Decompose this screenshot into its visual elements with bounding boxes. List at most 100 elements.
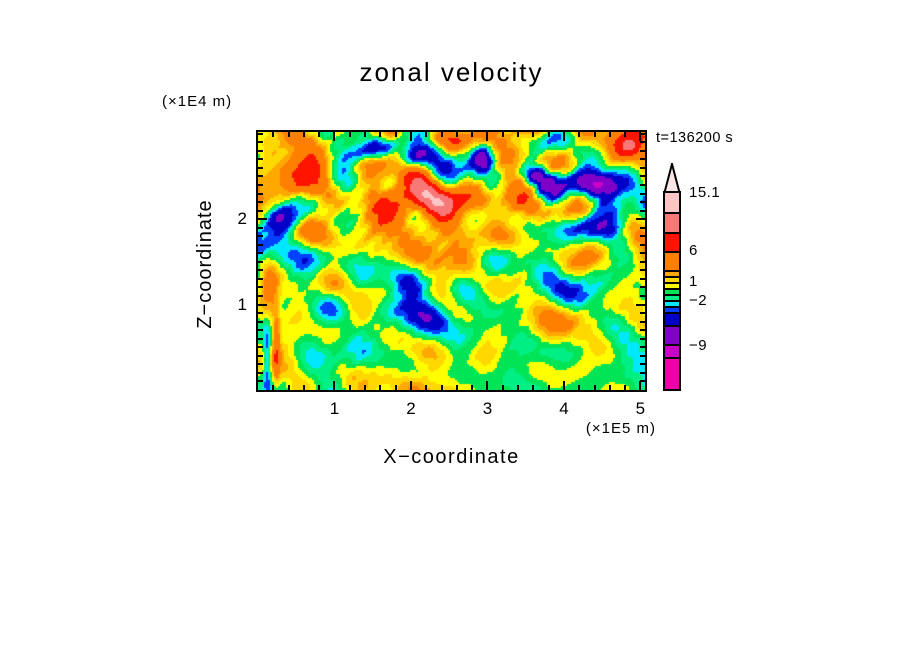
z-minor-tick xyxy=(640,243,645,246)
z-minor-tick xyxy=(258,132,263,135)
z-minor-tick xyxy=(258,260,263,263)
z-minor-tick xyxy=(640,312,645,315)
z-minor-tick xyxy=(640,329,645,332)
z-minor-tick xyxy=(258,226,263,229)
x-minor-tick xyxy=(624,385,627,390)
colorbar-segment xyxy=(665,288,679,294)
z-major-tick xyxy=(636,303,645,306)
colorbar-tick-label: −2 xyxy=(689,292,708,310)
z-minor-tick xyxy=(258,286,263,289)
x-major-tick xyxy=(409,132,412,141)
colorbar-segment xyxy=(665,312,679,325)
z-minor-tick xyxy=(640,286,645,289)
z-minor-tick xyxy=(640,192,645,195)
x-axis-title: X−coordinate xyxy=(383,446,520,468)
z-minor-tick xyxy=(258,312,263,315)
x-minor-tick xyxy=(394,385,397,390)
colorbar-bar xyxy=(663,191,681,391)
z-minor-tick xyxy=(640,226,645,229)
z-minor-tick xyxy=(258,252,263,255)
z-minor-tick xyxy=(258,166,263,169)
x-minor-tick xyxy=(348,385,351,390)
time-label: t=136200 s xyxy=(656,130,734,146)
x-minor-tick xyxy=(547,132,550,137)
z-minor-tick xyxy=(258,371,263,374)
x-minor-tick xyxy=(440,132,443,137)
x-minor-tick xyxy=(624,132,627,137)
z-minor-tick xyxy=(640,295,645,298)
z-minor-tick xyxy=(258,175,263,178)
z-minor-tick xyxy=(640,158,645,161)
z-minor-tick xyxy=(258,183,263,186)
colorbar-tick-label: −9 xyxy=(689,336,708,354)
colorbar-segment xyxy=(665,276,679,282)
plot-area xyxy=(256,130,647,392)
x-minor-tick xyxy=(287,385,290,390)
x-major-tick xyxy=(333,381,336,390)
x-major-tick xyxy=(333,132,336,141)
z-minor-tick xyxy=(258,363,263,366)
contour-canvas xyxy=(258,132,645,390)
x-tick-label: 5 xyxy=(635,399,646,418)
z-minor-tick xyxy=(640,260,645,263)
z-minor-tick xyxy=(640,209,645,212)
x-major-tick xyxy=(486,381,489,390)
z-tick-label: 1 xyxy=(237,294,247,314)
z-minor-tick xyxy=(258,346,263,349)
x-minor-tick xyxy=(501,132,504,137)
z-minor-tick xyxy=(640,371,645,374)
colorbar-tick-label: 15.1 xyxy=(689,184,721,201)
plot-title: zonal velocity xyxy=(359,57,544,87)
x-minor-tick xyxy=(455,385,458,390)
x-tick-label: 1 xyxy=(329,399,340,418)
z-minor-tick xyxy=(258,329,263,332)
z-minor-tick xyxy=(258,320,263,323)
x-minor-tick xyxy=(501,385,504,390)
x-major-tick xyxy=(409,381,412,390)
x-minor-tick xyxy=(517,132,520,137)
z-minor-tick xyxy=(258,243,263,246)
x-minor-tick xyxy=(394,132,397,137)
z-minor-tick xyxy=(640,183,645,186)
x-minor-tick xyxy=(517,385,520,390)
z-minor-tick xyxy=(640,235,645,238)
z-minor-tick xyxy=(640,320,645,323)
z-axis-unit-label: (×1E4 m) xyxy=(162,93,233,110)
colorbar-segment xyxy=(665,294,679,300)
z-minor-tick xyxy=(258,192,263,195)
z-minor-tick xyxy=(258,337,263,340)
x-minor-tick xyxy=(364,385,367,390)
z-minor-tick xyxy=(258,295,263,298)
x-minor-tick xyxy=(471,385,474,390)
x-minor-tick xyxy=(364,132,367,137)
colorbar-segment xyxy=(665,193,679,212)
x-minor-tick xyxy=(608,132,611,137)
z-minor-tick xyxy=(640,380,645,383)
x-minor-tick xyxy=(471,132,474,137)
x-minor-tick xyxy=(379,132,382,137)
z-minor-tick xyxy=(640,175,645,178)
colorbar-segment xyxy=(665,357,679,389)
x-major-tick xyxy=(562,132,565,141)
colorbar-segment xyxy=(665,212,679,232)
x-minor-tick xyxy=(425,385,428,390)
colorbar-segment xyxy=(665,270,679,276)
x-minor-tick xyxy=(379,385,382,390)
colorbar-segment xyxy=(665,344,679,357)
z-major-tick xyxy=(258,218,267,221)
colorbar-segment xyxy=(665,282,679,288)
z-minor-tick xyxy=(640,337,645,340)
z-minor-tick xyxy=(640,354,645,357)
z-minor-tick xyxy=(640,346,645,349)
x-minor-tick xyxy=(578,385,581,390)
z-minor-tick xyxy=(640,363,645,366)
z-minor-tick xyxy=(640,149,645,152)
colorbar-segment xyxy=(665,300,679,306)
colorbar-tick-label: 1 xyxy=(689,273,698,291)
z-minor-tick xyxy=(258,277,263,280)
colorbar-tick-label: 6 xyxy=(689,241,698,259)
x-minor-tick xyxy=(272,385,275,390)
x-minor-tick xyxy=(593,385,596,390)
x-major-tick xyxy=(639,381,642,390)
colorbar-segment xyxy=(665,325,679,344)
